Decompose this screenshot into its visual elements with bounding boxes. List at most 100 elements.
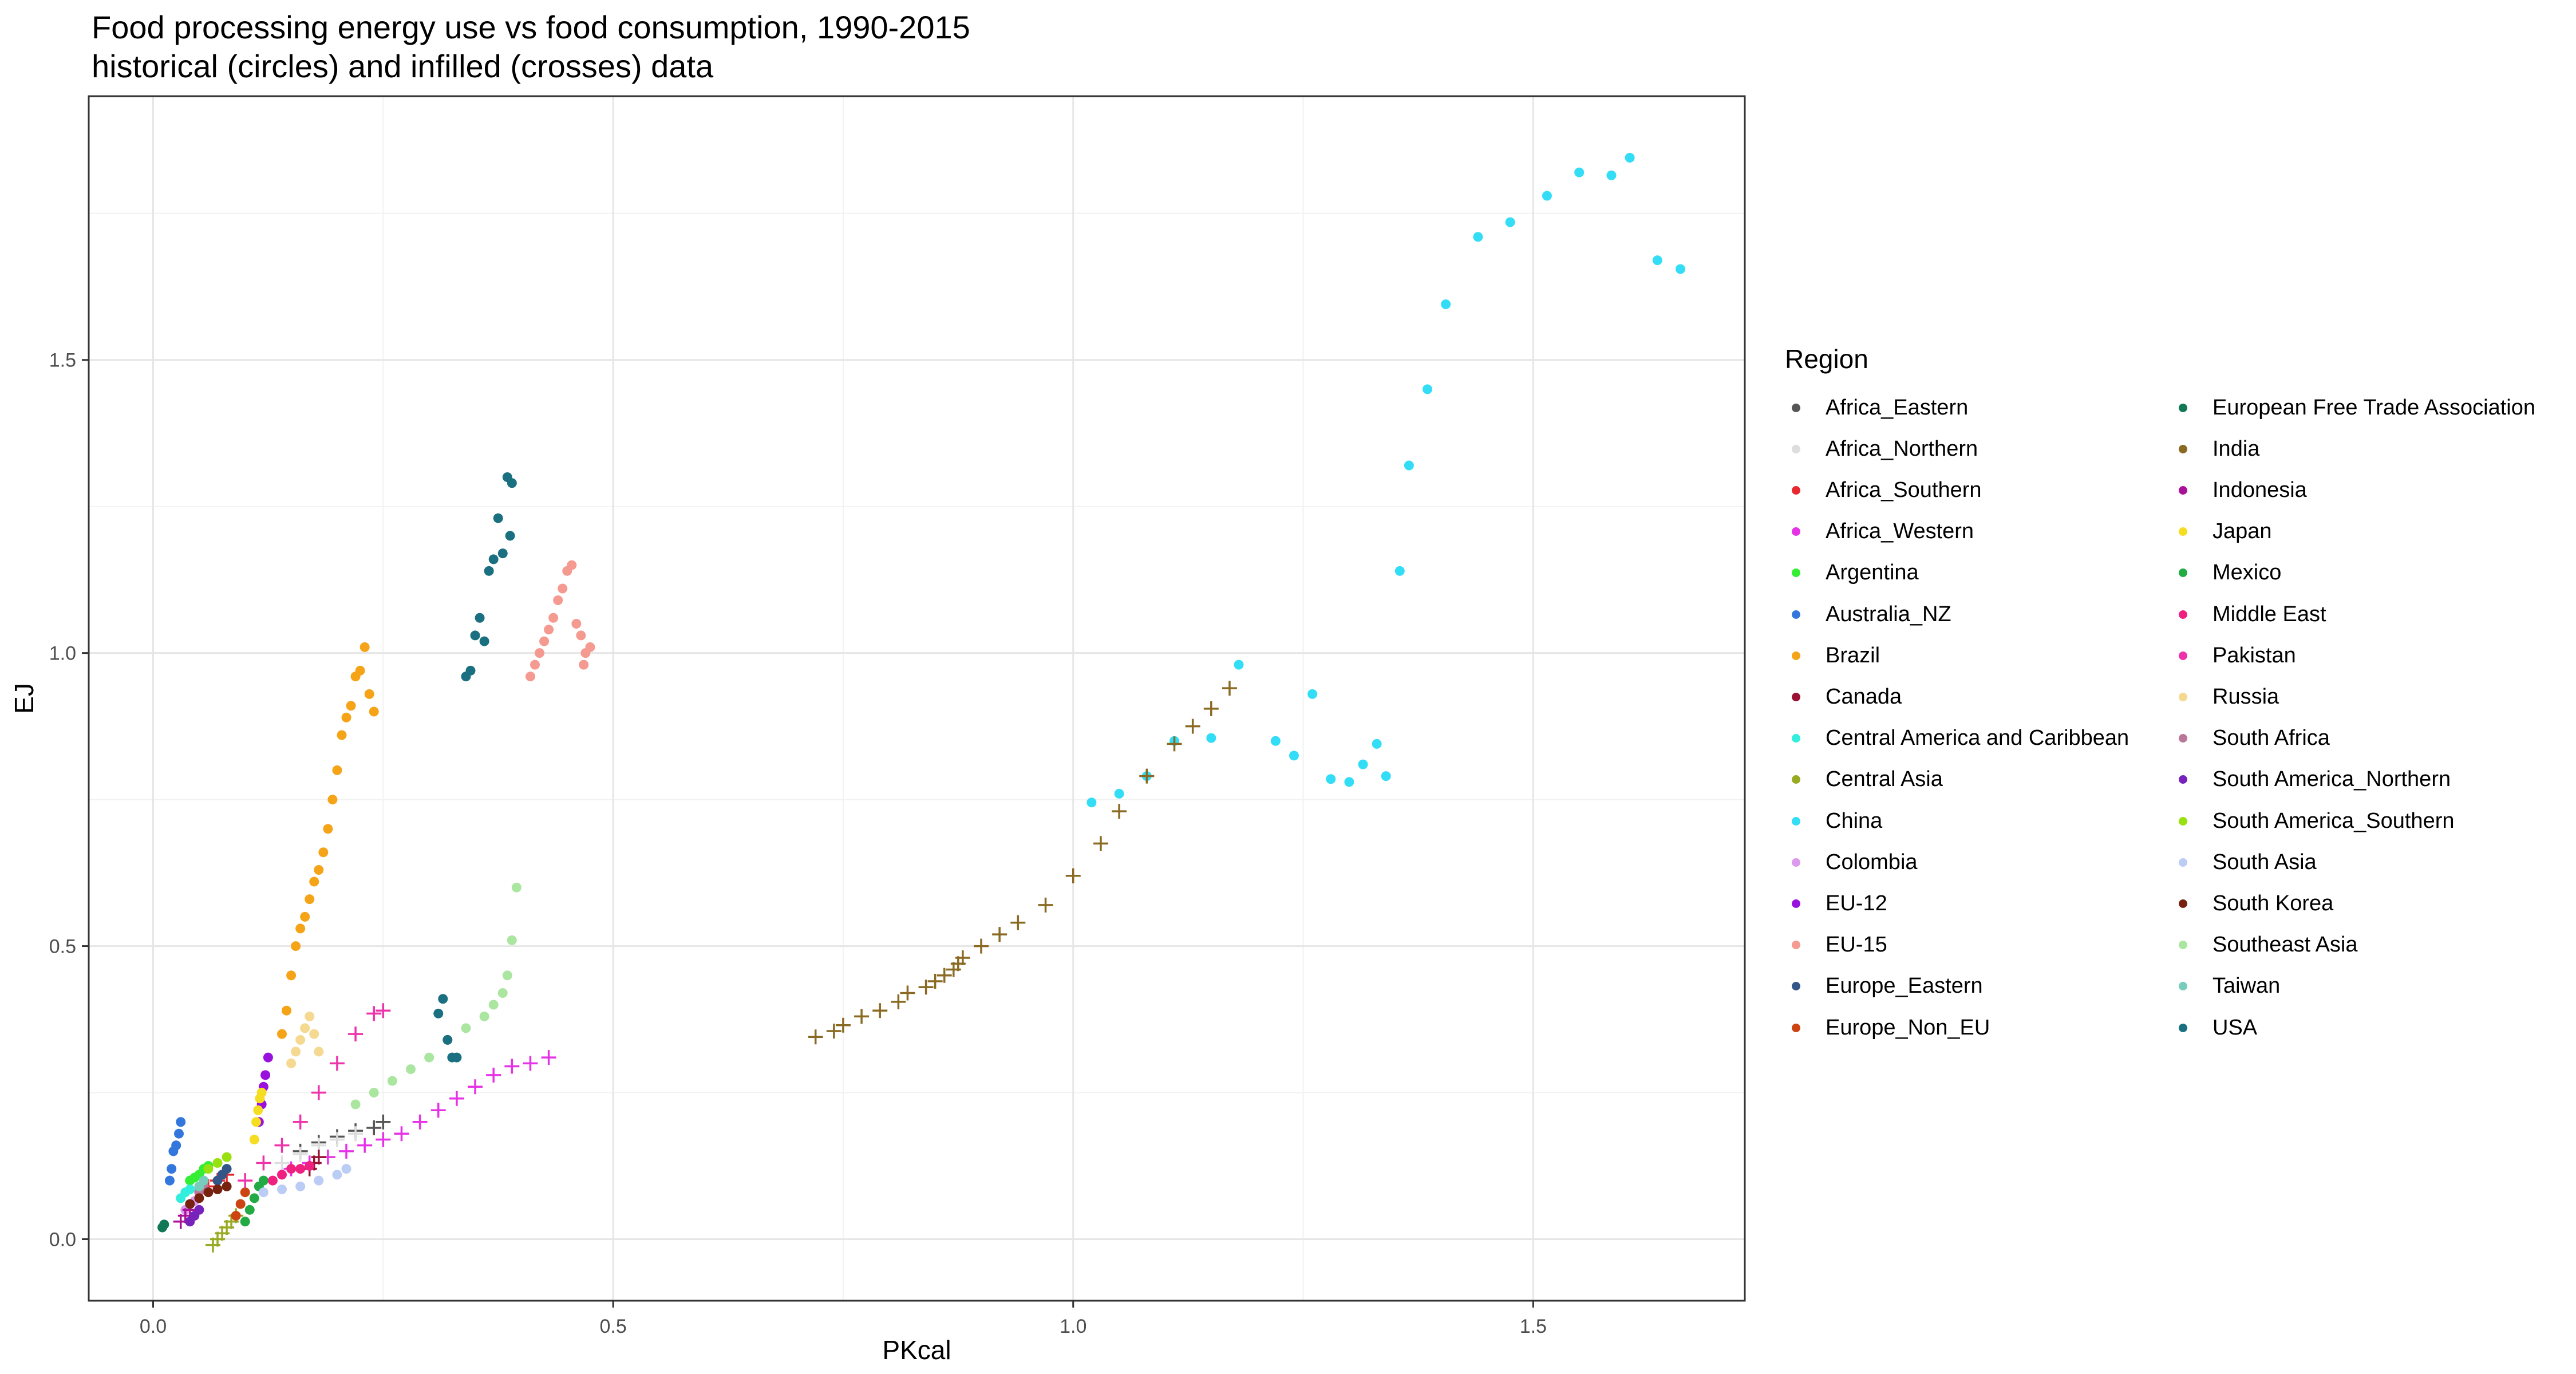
data-point <box>541 1050 556 1065</box>
data-point <box>323 824 333 834</box>
data-point <box>394 1126 409 1142</box>
y-tick-label: 1.5 <box>49 350 76 372</box>
data-point <box>488 1000 499 1010</box>
data-point <box>339 1143 354 1159</box>
data-point <box>240 1217 250 1227</box>
legend-item: South Asia <box>2172 842 2317 883</box>
data-point <box>424 1052 434 1063</box>
data-point <box>277 1170 287 1180</box>
legend-item: South Africa <box>2172 718 2330 759</box>
series-european-free-trade-association <box>157 1219 169 1233</box>
data-point <box>244 1205 255 1215</box>
data-point <box>350 1099 361 1110</box>
legend-item: Colombia <box>1785 842 1918 883</box>
data-point <box>359 642 370 652</box>
series-australia-nz <box>164 1117 186 1186</box>
data-point <box>176 1117 186 1127</box>
legend-label: Africa_Southern <box>1826 477 1982 502</box>
y-tick-label: 0.0 <box>49 1229 76 1250</box>
legend-item: Russia <box>2172 676 2279 717</box>
data-point <box>305 1161 315 1171</box>
data-point <box>199 1175 209 1186</box>
data-point <box>366 1120 382 1135</box>
data-point <box>567 560 577 570</box>
legend-label: Argentina <box>1826 560 1919 585</box>
legend-key-icon <box>2179 692 2187 701</box>
data-point <box>523 1056 538 1071</box>
data-point <box>329 1132 345 1147</box>
data-points <box>157 153 1685 1253</box>
legend-label: European Free Trade Association <box>2212 395 2536 420</box>
data-point <box>1167 736 1182 752</box>
data-point <box>918 980 934 995</box>
data-point <box>1652 255 1662 266</box>
data-point <box>159 1219 169 1230</box>
data-point <box>311 1150 326 1165</box>
data-point <box>355 665 365 676</box>
data-point <box>438 994 448 1004</box>
data-point <box>1203 701 1219 716</box>
data-point <box>258 1187 268 1198</box>
legend-item: Africa_Southern <box>1785 469 1982 511</box>
data-point <box>525 672 535 682</box>
data-point <box>291 941 301 951</box>
data-point <box>1234 660 1244 670</box>
legend-label: Indonesia <box>2212 477 2307 502</box>
data-point <box>484 566 494 576</box>
data-point <box>826 1024 841 1039</box>
data-point <box>167 1164 177 1174</box>
legend-label: Southeast Asia <box>2212 933 2358 957</box>
legend-key-icon <box>2179 775 2187 784</box>
data-point <box>329 1056 345 1071</box>
legend-label: Europe_Non_EU <box>1826 1015 1990 1040</box>
x-tick-label: 1.0 <box>1060 1316 1086 1337</box>
data-point <box>212 1158 223 1168</box>
data-point <box>1372 739 1382 749</box>
legend-key-icon <box>2179 485 2187 495</box>
legend-item: South America_Southern <box>2172 800 2455 842</box>
series-middle-east <box>267 1161 315 1186</box>
panel-border <box>88 95 1746 1302</box>
major-grid <box>89 96 1745 1301</box>
data-point <box>327 795 338 805</box>
data-point <box>1139 768 1155 784</box>
legend-item: China <box>1785 800 1882 842</box>
data-point <box>286 1164 297 1174</box>
data-point <box>553 595 563 606</box>
data-point <box>258 1175 268 1186</box>
data-point <box>1473 232 1483 242</box>
data-point <box>256 1155 271 1171</box>
data-point <box>1381 771 1391 781</box>
data-point <box>332 765 342 775</box>
legend-label: Middle East <box>2212 602 2326 626</box>
data-point <box>185 1199 195 1209</box>
legend-key-icon <box>2179 610 2187 619</box>
data-point <box>171 1140 181 1151</box>
legend-item: European Free Trade Association <box>2172 387 2535 428</box>
legend-item: South America_Northern <box>2172 759 2451 800</box>
data-point <box>1394 566 1405 576</box>
data-point <box>497 548 508 559</box>
data-point <box>164 1175 175 1186</box>
data-point <box>872 1003 888 1018</box>
legend-key-icon <box>2179 444 2187 453</box>
data-point <box>260 1070 271 1080</box>
data-point <box>1206 733 1216 743</box>
data-point <box>1222 681 1237 696</box>
legend-key-icon <box>1792 485 1800 495</box>
data-point <box>376 1114 391 1130</box>
data-point <box>203 1187 214 1198</box>
legend-label: India <box>2212 436 2260 461</box>
legend-item: EU-12 <box>1785 883 1887 924</box>
data-point <box>1093 836 1108 851</box>
data-point <box>507 478 517 488</box>
data-point <box>274 1138 290 1153</box>
data-point <box>222 1181 232 1191</box>
data-point <box>185 1184 195 1194</box>
legend-item: Africa_Eastern <box>1785 387 1968 428</box>
legend-label: China <box>1826 808 1883 833</box>
data-point <box>1423 384 1433 394</box>
series-europe-eastern <box>212 1164 232 1186</box>
legend-label: Colombia <box>1826 850 1918 874</box>
